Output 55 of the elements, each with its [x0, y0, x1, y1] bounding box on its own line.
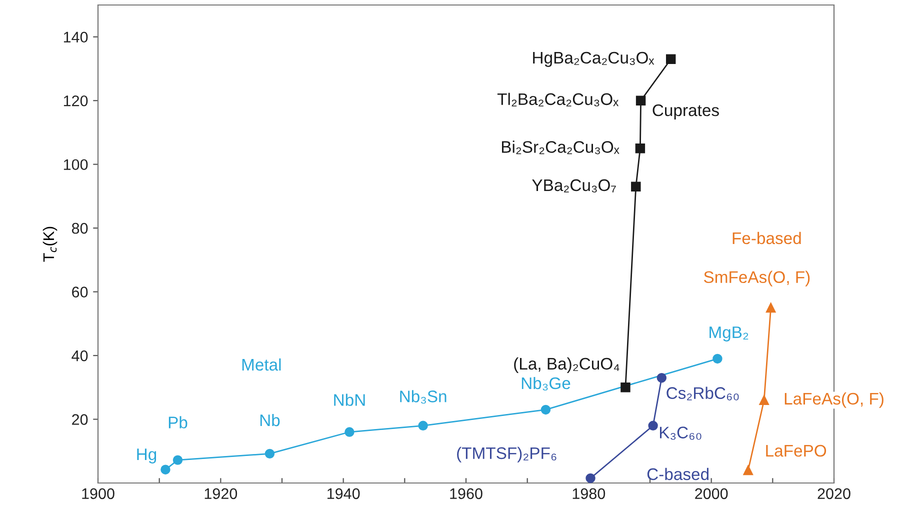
series-label: Cuprates: [652, 104, 719, 120]
point: [666, 54, 676, 64]
annotation: (TMTSF)₂PF₆: [457, 446, 556, 462]
annotation: Hg: [137, 448, 156, 464]
annotation: Tl₂Ba₂Ca₂Cu₃Oₓ: [497, 92, 619, 106]
point: [759, 395, 769, 406]
x-tick-label: 2000: [695, 488, 728, 500]
annotation: Nb₃Sn: [400, 390, 446, 404]
point: [418, 420, 428, 430]
point: [631, 182, 641, 192]
point: [540, 404, 551, 415]
annotation: LaFePO: [766, 444, 826, 457]
y-tick-label: 80: [72, 222, 88, 234]
y-tick-label: 120: [64, 95, 88, 106]
annotation: LaFeAs(O, F): [784, 392, 884, 408]
y-tick-label: 60: [72, 286, 88, 298]
annotation: K₃C₆₀: [660, 426, 702, 440]
annotation: MgB₂: [710, 326, 748, 342]
annotation: Bi₂Sr₂Ca₂Cu₃Oₓ: [502, 140, 620, 154]
x-tick-label: 2020: [818, 488, 850, 500]
annotation: SmFeAs(O, F): [704, 270, 810, 286]
point: [586, 473, 596, 483]
point: [712, 354, 722, 364]
point: [766, 302, 776, 313]
point: [648, 420, 658, 430]
annotation: Cs₂RbC₆₀: [666, 386, 739, 400]
annotation: HgBa₂Ca₂Cu₃Oₓ: [533, 52, 654, 67]
annotation: YBa₂Cu₃O₇: [532, 179, 616, 192]
y-axis-title: T$_{c}$(K): [42, 226, 58, 262]
point: [656, 372, 667, 383]
point: [344, 427, 354, 437]
point: [620, 382, 630, 392]
x-tick-label: 1980: [572, 488, 606, 500]
y-tick-label: 140: [64, 32, 88, 43]
text: Fe-based: [732, 232, 801, 244]
point: [635, 144, 646, 154]
annotation: Nb₃Ge: [522, 376, 570, 391]
y-tick-label: 20: [72, 414, 88, 425]
annotation: (La, Ba)₂CuO₄: [514, 357, 620, 373]
annotation: Nb: [260, 414, 280, 426]
x-tick-label: 1940: [328, 488, 360, 500]
point: [264, 448, 275, 459]
x-tick-label: 1920: [204, 488, 238, 500]
y-tick-label: 40: [72, 350, 88, 362]
point: [160, 464, 170, 474]
text: Metal: [242, 358, 281, 371]
x-tick-label: 1900: [82, 488, 114, 500]
point: [743, 465, 753, 476]
y-tick-label: 100: [64, 159, 88, 170]
point: [636, 96, 646, 106]
point: [172, 455, 183, 465]
x-tick-label: 1960: [450, 488, 482, 500]
series-label: C-based: [647, 468, 708, 480]
annotation: Pb: [168, 416, 188, 428]
annotation: NbN: [334, 394, 365, 406]
